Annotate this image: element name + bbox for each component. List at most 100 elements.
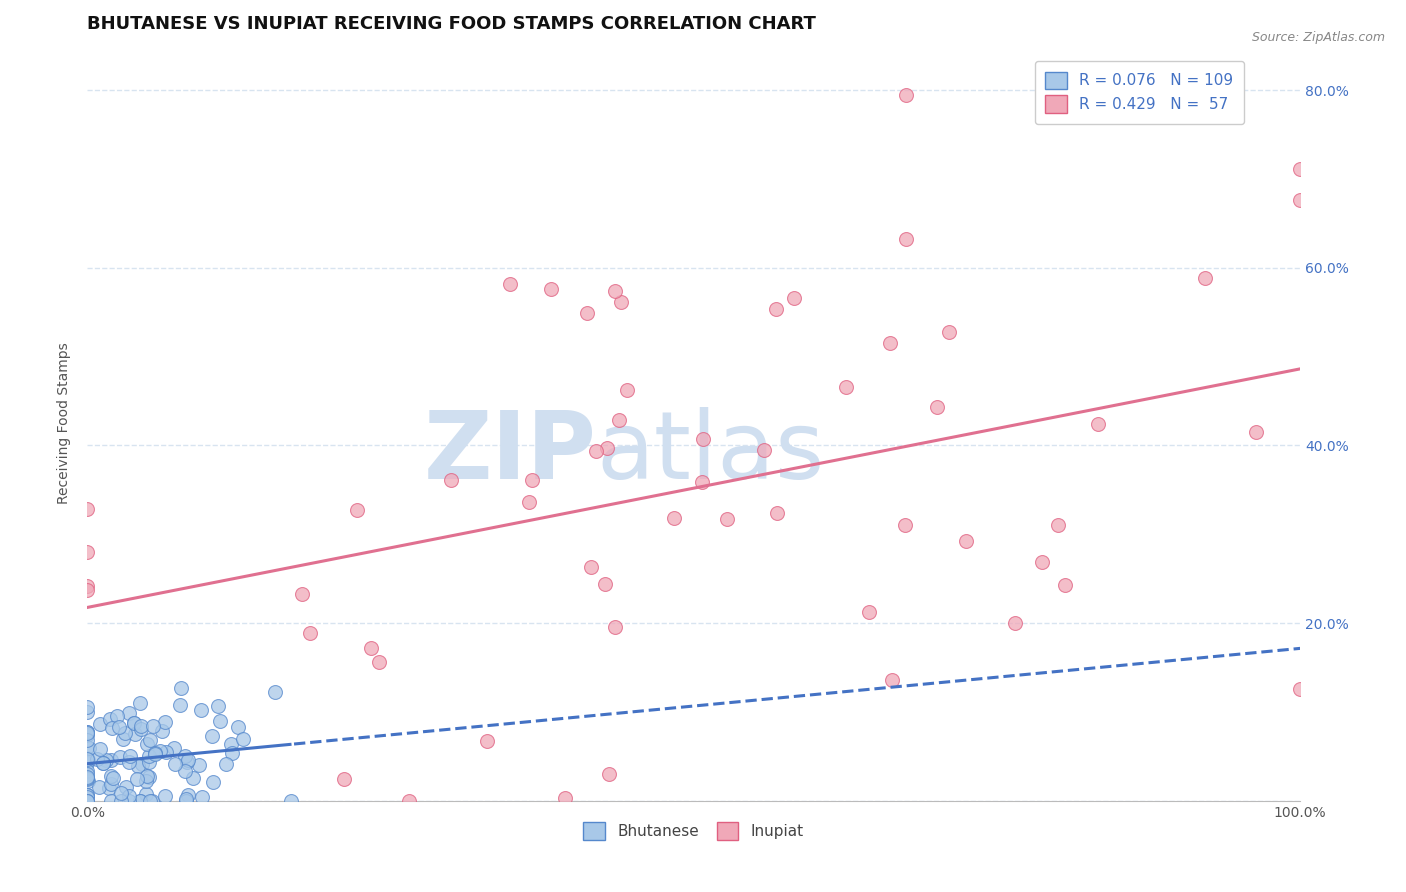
Point xyxy=(100,769,122,783)
Point xyxy=(598,766,620,780)
Point xyxy=(576,306,599,320)
Point xyxy=(76,794,98,808)
Point xyxy=(593,577,616,591)
Point xyxy=(135,773,157,788)
Point xyxy=(110,794,132,808)
Point xyxy=(176,792,198,806)
Point xyxy=(610,295,633,310)
Point xyxy=(76,700,98,714)
Point xyxy=(360,640,382,655)
Point xyxy=(108,749,131,764)
Point xyxy=(540,282,562,296)
Point xyxy=(76,794,98,808)
Point xyxy=(117,789,139,804)
Point xyxy=(174,764,197,778)
Point xyxy=(76,790,98,805)
Point xyxy=(86,752,108,766)
Point xyxy=(100,794,122,808)
Point xyxy=(124,727,146,741)
Point xyxy=(894,517,917,532)
Point xyxy=(138,770,160,784)
Point xyxy=(128,794,150,808)
Point xyxy=(1194,271,1216,285)
Point xyxy=(115,780,138,794)
Point xyxy=(1004,616,1026,631)
Point xyxy=(581,560,603,574)
Point xyxy=(201,774,224,789)
Point xyxy=(89,716,111,731)
Point xyxy=(118,706,141,720)
Point xyxy=(163,756,186,771)
Point xyxy=(517,495,540,509)
Point xyxy=(76,789,98,803)
Point xyxy=(76,771,98,785)
Text: Source: ZipAtlas.com: Source: ZipAtlas.com xyxy=(1251,31,1385,45)
Point xyxy=(108,720,131,734)
Point xyxy=(190,702,212,716)
Point xyxy=(76,788,98,802)
Point xyxy=(76,771,98,785)
Point xyxy=(118,748,141,763)
Point xyxy=(112,731,135,746)
Point xyxy=(605,619,627,633)
Point xyxy=(101,721,124,735)
Point xyxy=(499,277,522,292)
Point xyxy=(605,284,627,298)
Point xyxy=(97,781,120,796)
Point xyxy=(138,794,160,808)
Point xyxy=(155,714,177,729)
Point xyxy=(201,729,224,743)
Point xyxy=(101,771,124,785)
Point xyxy=(214,756,236,771)
Point xyxy=(894,88,917,103)
Point xyxy=(76,767,98,781)
Point xyxy=(129,722,152,736)
Point xyxy=(114,726,136,740)
Point xyxy=(77,741,100,756)
Point xyxy=(150,723,173,738)
Point xyxy=(226,719,249,733)
Point xyxy=(149,744,172,758)
Point xyxy=(298,625,321,640)
Point xyxy=(76,752,98,766)
Text: ZIP: ZIP xyxy=(423,408,596,500)
Point xyxy=(91,756,114,770)
Point xyxy=(142,719,165,733)
Point xyxy=(76,772,98,786)
Point xyxy=(692,475,714,490)
Point xyxy=(76,579,98,593)
Point xyxy=(181,771,204,785)
Point xyxy=(76,794,98,808)
Point xyxy=(190,790,212,805)
Point xyxy=(163,741,186,756)
Point xyxy=(145,747,167,762)
Point xyxy=(607,413,630,427)
Point xyxy=(131,718,153,732)
Point xyxy=(118,794,141,808)
Point xyxy=(94,753,117,767)
Point xyxy=(100,777,122,791)
Text: BHUTANESE VS INUPIAT RECEIVING FOOD STAMPS CORRELATION CHART: BHUTANESE VS INUPIAT RECEIVING FOOD STAM… xyxy=(87,15,815,33)
Legend: Bhutanese, Inupiat: Bhutanese, Inupiat xyxy=(578,816,810,847)
Point xyxy=(105,708,128,723)
Point xyxy=(98,712,121,726)
Point xyxy=(398,794,420,808)
Point xyxy=(664,510,686,524)
Point xyxy=(87,780,110,794)
Point xyxy=(135,769,157,783)
Point xyxy=(176,755,198,769)
Point xyxy=(880,673,903,687)
Point xyxy=(208,714,231,728)
Point xyxy=(692,433,714,447)
Point xyxy=(280,794,302,808)
Point xyxy=(938,326,960,340)
Point xyxy=(127,772,149,786)
Point xyxy=(616,383,638,397)
Point xyxy=(91,756,114,771)
Point xyxy=(128,794,150,808)
Point xyxy=(141,794,163,808)
Point xyxy=(835,380,858,394)
Point xyxy=(129,696,152,710)
Point xyxy=(174,748,197,763)
Point xyxy=(155,745,177,759)
